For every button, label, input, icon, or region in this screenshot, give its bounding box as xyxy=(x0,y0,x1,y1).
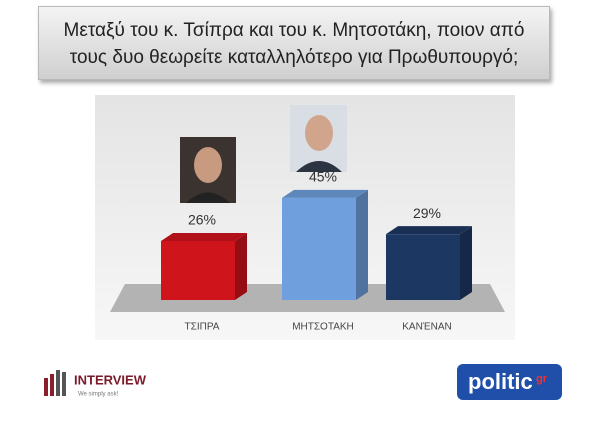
politic-logo-gr: gr xyxy=(536,373,548,385)
bar xyxy=(386,234,460,300)
photo-mitsotakis xyxy=(290,105,347,172)
politic-logo-text: politic xyxy=(468,369,533,394)
logo-interview: INTERVIEW We simply ask! xyxy=(44,370,147,398)
bar-side xyxy=(356,189,368,300)
logo-politic: politic gr xyxy=(457,364,562,400)
bar xyxy=(282,197,356,300)
interview-logo-text: INTERVIEW xyxy=(74,372,147,387)
x-tick-label: ΜΗΤΣΟΤΑΚΗ xyxy=(292,322,354,333)
bar-top xyxy=(161,232,247,241)
chart-title: Μεταξύ του κ. Τσίπρα και του κ. Μητσοτάκ… xyxy=(38,6,550,80)
value-label: 26% xyxy=(188,212,216,228)
bar-side xyxy=(460,226,472,300)
x-tick-label: ΚΑΝΈΝΑΝ xyxy=(402,322,452,333)
value-label: 45% xyxy=(309,169,337,185)
bar-side xyxy=(235,232,247,300)
bar-top xyxy=(386,226,472,235)
bar-top xyxy=(282,189,368,198)
photo-tsipras xyxy=(180,137,236,203)
interview-tagline: We simply ask! xyxy=(78,392,119,398)
bar xyxy=(161,240,235,300)
value-label: 29% xyxy=(413,205,441,221)
x-tick-label: ΤΣΙΠΡΑ xyxy=(185,322,220,333)
